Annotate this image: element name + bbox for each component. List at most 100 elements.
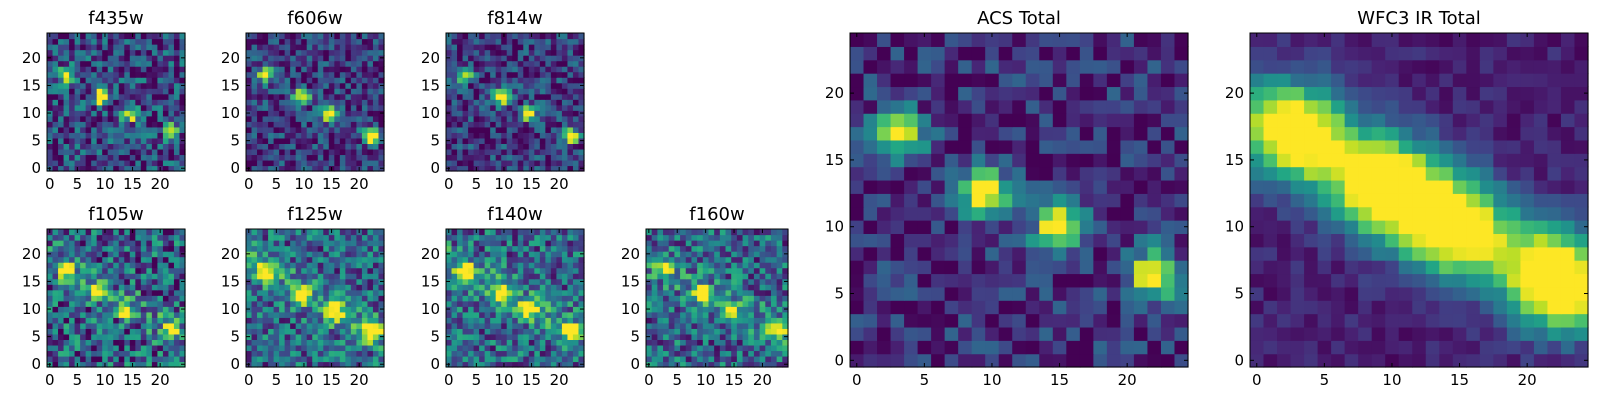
heatmap-cell	[446, 300, 453, 307]
heatmap-cell	[140, 88, 147, 95]
heatmap-cell	[162, 104, 170, 111]
heatmap-cell	[284, 350, 291, 357]
heatmap-cell	[985, 313, 1000, 328]
heatmap-cell	[80, 229, 87, 236]
heatmap-cell	[251, 339, 258, 346]
panel-title: f160w	[689, 204, 744, 225]
heatmap-cell	[776, 267, 783, 274]
heatmap-cell	[770, 267, 778, 274]
heatmap-cell	[378, 159, 385, 167]
heatmap-cell	[140, 300, 147, 307]
heatmap-cell	[85, 88, 92, 95]
heatmap-cell	[457, 306, 464, 313]
heatmap-cell	[69, 240, 76, 247]
heatmap-cell	[58, 251, 65, 258]
heatmap-cell	[1160, 313, 1176, 328]
heatmap-cell	[457, 71, 464, 78]
heatmap-cell	[284, 289, 291, 296]
heatmap-cell	[479, 148, 486, 156]
heatmap-cell	[339, 262, 346, 269]
heatmap-cell	[47, 143, 54, 150]
heatmap-cell	[268, 284, 275, 291]
heatmap-cell	[473, 60, 480, 67]
heatmap-cell	[539, 60, 546, 67]
heatmap-cell	[931, 300, 946, 315]
heatmap-cell	[550, 355, 557, 363]
heatmap-cell	[462, 159, 469, 167]
heatmap-cell	[339, 339, 346, 346]
heatmap-cell	[517, 273, 524, 280]
heatmap-cell	[345, 104, 352, 111]
heatmap-cell	[457, 339, 464, 346]
heatmap-cell	[646, 262, 653, 269]
heatmap-cell	[776, 295, 783, 302]
heatmap-cell	[1012, 300, 1027, 315]
heatmap-cell	[512, 350, 519, 357]
heatmap-cell	[339, 132, 346, 139]
heatmap-cell	[284, 306, 291, 313]
heatmap-cell	[118, 229, 125, 236]
heatmap-cell	[96, 143, 103, 150]
heatmap-cell	[129, 322, 136, 329]
heatmap-cell	[58, 306, 65, 313]
heatmap-cell	[52, 289, 59, 296]
heatmap-cell	[279, 240, 286, 247]
heatmap-cell	[157, 115, 164, 122]
heatmap-cell	[931, 220, 946, 234]
x-tick-label: 10	[95, 175, 114, 193]
heatmap-cell	[345, 88, 352, 95]
heatmap-cell	[782, 267, 789, 274]
heatmap-cell	[663, 295, 670, 302]
heatmap-cell	[146, 82, 153, 89]
heatmap-cell	[295, 251, 302, 258]
heatmap-cell	[484, 93, 491, 100]
heatmap-cell	[931, 340, 946, 355]
heatmap-cell	[512, 245, 519, 252]
heatmap-cell	[468, 273, 475, 280]
heatmap-cell	[124, 355, 131, 363]
heatmap-cell	[268, 165, 275, 172]
heatmap-cell	[674, 273, 681, 280]
heatmap-cell	[501, 251, 508, 258]
heatmap-cell	[140, 132, 147, 139]
heatmap-cell	[301, 44, 308, 51]
heatmap-cell	[268, 38, 275, 45]
heatmap-cell	[550, 251, 557, 258]
heatmap-cell	[1025, 313, 1040, 328]
heatmap-cell	[113, 38, 120, 45]
heatmap-cell	[124, 159, 131, 167]
heatmap-cell	[578, 132, 585, 139]
heatmap-cell	[748, 289, 755, 296]
heatmap-cell	[334, 284, 341, 291]
heatmap-cell	[251, 71, 258, 78]
heatmap-cell	[328, 49, 335, 56]
heatmap-cell	[350, 251, 357, 258]
heatmap-cell	[179, 154, 186, 161]
heatmap-cell	[985, 206, 1000, 221]
heatmap-cell	[361, 289, 369, 296]
heatmap-cell	[451, 121, 458, 128]
heatmap-cell	[1160, 179, 1176, 194]
heatmap-cell	[572, 284, 580, 291]
heatmap-cell	[80, 154, 87, 161]
heatmap-cell	[295, 361, 302, 368]
heatmap-cell	[378, 93, 385, 100]
heatmap-cell	[124, 322, 131, 329]
heatmap-cell	[135, 328, 142, 335]
heatmap-cell	[545, 154, 552, 161]
heatmap-cell	[173, 300, 181, 307]
heatmap-cell	[367, 295, 374, 302]
heatmap-cell	[468, 132, 475, 139]
heatmap-cell	[663, 267, 670, 274]
heatmap-cell	[490, 110, 497, 117]
heatmap-cell	[279, 44, 286, 51]
heatmap-cell	[312, 300, 319, 307]
heatmap-cell	[1120, 179, 1135, 194]
heatmap-cell	[651, 317, 658, 324]
heatmap-cell	[446, 93, 453, 100]
heatmap-cell	[173, 159, 181, 167]
heatmap-cell	[350, 311, 357, 318]
heatmap-cell	[173, 77, 181, 84]
heatmap-cell	[179, 240, 186, 247]
